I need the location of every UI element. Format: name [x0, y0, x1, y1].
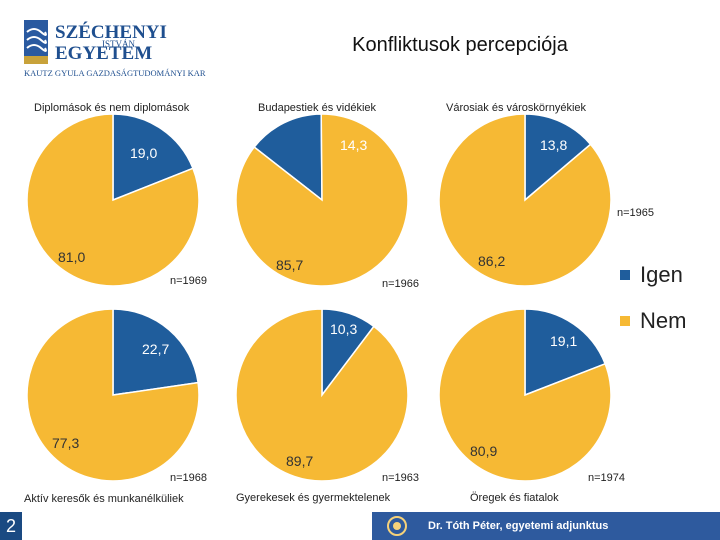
- logo-line-2: ISTVÁN: [102, 39, 135, 49]
- n-label-2: n=1966: [382, 278, 420, 290]
- pie-5-value-label-nem: 89,7: [286, 453, 313, 469]
- n-label-6: n=1974: [588, 472, 626, 484]
- chart-title-2: Budapestiek és vidékiek: [258, 102, 377, 114]
- pie-3-value-label-nem: 86,2: [478, 253, 505, 269]
- pie-6-value-label-nem: 80,9: [470, 443, 497, 459]
- legend-label-igen: Igen: [640, 262, 683, 287]
- chart-title-6: Öregek és fiatalok: [470, 492, 559, 504]
- logo-line-4: KAUTZ GYULA GAZDASÁGTUDOMÁNYI KAR: [24, 68, 206, 78]
- pie-2-slice-nem: [235, 113, 409, 287]
- n-label-4: n=1968: [170, 472, 208, 484]
- n-label-3: n=1965: [617, 207, 655, 219]
- legend-item-igen: Igen: [620, 262, 683, 288]
- pie-6-slice-nem: [438, 308, 612, 482]
- pie-1-value-label-igen: 19,0: [130, 145, 157, 161]
- pie-2-value-label-igen: 14,3: [340, 137, 367, 153]
- pie-1-slice-igen: [112, 113, 194, 202]
- pie-5-value-label-igen: 10,3: [330, 321, 357, 337]
- pie-4-value-label-igen: 22,7: [142, 341, 169, 357]
- pie-1-value-label-nem: 81,0: [58, 249, 85, 265]
- legend-label-nem: Nem: [640, 308, 687, 333]
- pie-6-slice-igen: [524, 308, 607, 397]
- legend-item-nem: Nem: [620, 308, 686, 334]
- footer-emblem-icon: [387, 516, 407, 536]
- n-label-1: n=1969: [170, 275, 208, 287]
- pie-1-slice-nem: [26, 113, 200, 287]
- slide-title: Konfliktusok percepciója: [352, 34, 568, 56]
- pie-3-slice-igen: [524, 113, 592, 202]
- logo-line-1: SZÉCHENYI: [55, 21, 167, 43]
- chart-title-1: Diplomások és nem diplomások: [34, 102, 190, 114]
- chart-title-3: Városiak és városkörnyékiek: [446, 102, 587, 114]
- pie-3-value-label-igen: 13,8: [540, 137, 567, 153]
- chart-title-4: Aktív keresők és munkanélküliek: [24, 493, 184, 505]
- university-logo: SZÉCHENYI ISTVÁN EGYETEM KAUTZ GYULA GAZ…: [24, 20, 206, 78]
- footer-bar: [372, 512, 720, 540]
- logo-line-3: EGYETEM: [55, 43, 152, 64]
- page-number: 2: [0, 512, 22, 540]
- pie-3-slice-nem: [438, 113, 612, 287]
- footer-author: Dr. Tóth Péter, egyetemi adjunktus: [428, 520, 609, 532]
- pie-2-slice-igen: [253, 113, 323, 202]
- legend-swatch-igen: [620, 270, 630, 280]
- pie-4-slice-igen: [112, 308, 199, 396]
- n-label-5: n=1963: [382, 472, 420, 484]
- pie-5-slice-nem: [235, 308, 409, 482]
- pie-2-value-label-nem: 85,7: [276, 257, 303, 273]
- pie-6-value-label-igen: 19,1: [550, 333, 577, 349]
- pie-4-slice-nem: [26, 308, 200, 482]
- legend-swatch-nem: [620, 316, 630, 326]
- pie-4-value-label-nem: 77,3: [52, 435, 79, 451]
- chart-title-5: Gyerekesek és gyermektelenek: [236, 492, 391, 504]
